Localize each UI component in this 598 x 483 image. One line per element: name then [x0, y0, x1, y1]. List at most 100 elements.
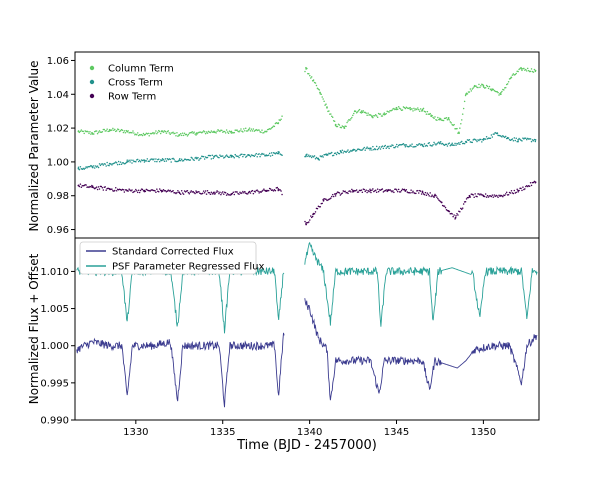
data-point	[349, 119, 351, 121]
data-point	[438, 141, 440, 143]
data-point	[209, 193, 212, 195]
data-point	[428, 142, 431, 144]
data-point	[279, 189, 281, 191]
data-point	[426, 110, 429, 113]
data-point	[169, 158, 171, 161]
data-point	[446, 145, 449, 147]
data-point	[439, 140, 442, 143]
data-point	[187, 133, 190, 136]
data-point	[381, 115, 384, 117]
data-point	[520, 66, 522, 69]
data-point	[391, 109, 393, 112]
data-point	[379, 148, 382, 150]
data-point	[309, 215, 312, 217]
data-point	[179, 132, 182, 135]
data-point	[113, 129, 115, 132]
data-point	[280, 190, 282, 192]
data-point	[122, 131, 125, 134]
series-column-term	[77, 66, 537, 137]
data-point	[162, 159, 165, 161]
data-point	[214, 193, 216, 195]
data-point	[244, 129, 246, 132]
data-point	[179, 134, 181, 136]
data-point	[484, 138, 487, 140]
data-point	[95, 166, 98, 168]
y-tick-label: 0.98	[47, 191, 69, 202]
data-point	[326, 106, 328, 108]
x-ticks: 1330 1335 1340 1345 1350	[123, 420, 496, 438]
data-point	[91, 132, 93, 134]
data-point	[514, 139, 517, 142]
series-line	[304, 298, 538, 401]
data-point	[201, 192, 204, 195]
data-point	[421, 108, 424, 111]
data-point	[494, 195, 496, 198]
data-point	[226, 193, 229, 195]
data-point	[190, 190, 193, 192]
data-point	[196, 157, 198, 160]
data-point	[131, 131, 133, 134]
data-point	[351, 150, 353, 152]
data-point	[147, 132, 149, 135]
data-point	[478, 193, 480, 195]
data-point	[194, 133, 196, 135]
data-point	[174, 132, 176, 135]
data-point	[371, 149, 373, 151]
data-point	[412, 110, 414, 112]
data-point	[156, 188, 158, 190]
data-point	[403, 144, 406, 146]
data-point	[362, 110, 365, 112]
data-point	[454, 218, 456, 220]
data-point	[501, 90, 503, 93]
data-point	[462, 107, 465, 110]
data-point	[512, 192, 515, 195]
data-point	[395, 188, 397, 190]
data-point	[452, 215, 454, 218]
data-point	[510, 76, 513, 79]
data-point	[493, 194, 496, 196]
data-point	[219, 154, 221, 156]
data-point	[325, 103, 327, 105]
data-point	[405, 144, 408, 146]
data-point	[182, 193, 185, 195]
data-point	[334, 195, 337, 197]
bottom-y-axis-label: Normalized Flux + Offset	[27, 253, 41, 404]
data-point	[137, 160, 140, 163]
data-point	[180, 134, 183, 137]
data-point	[331, 193, 334, 196]
data-point	[375, 191, 378, 194]
data-point	[409, 144, 411, 146]
top-panel: 0.96 0.98 1.00 1.02 1.04 1.06 Normalized Para…	[27, 51, 540, 239]
data-point	[453, 214, 455, 216]
data-point	[370, 191, 372, 194]
y-tick-label: 1.04	[47, 90, 69, 101]
data-point	[344, 190, 346, 192]
data-point	[525, 70, 528, 72]
data-point	[525, 138, 528, 141]
data-point	[239, 154, 241, 157]
data-point	[129, 161, 131, 163]
legend-marker-column-term	[89, 65, 95, 71]
data-point	[375, 145, 378, 148]
data-point	[358, 108, 361, 111]
data-point	[355, 149, 358, 152]
data-point	[259, 155, 261, 158]
data-point	[85, 184, 87, 186]
data-point	[84, 167, 86, 170]
data-point	[117, 160, 120, 163]
data-point	[482, 138, 484, 141]
data-point	[511, 138, 514, 140]
data-point	[319, 91, 321, 94]
data-point	[414, 109, 416, 111]
legend-marker-cross-term	[89, 79, 95, 85]
data-point	[156, 160, 158, 163]
data-point	[100, 185, 103, 188]
data-point	[534, 70, 537, 73]
data-point	[108, 187, 110, 190]
data-point	[111, 129, 113, 131]
data-point	[191, 157, 193, 159]
data-point	[198, 159, 200, 161]
data-point	[360, 110, 363, 113]
data-point	[139, 189, 142, 192]
data-point	[372, 145, 374, 148]
